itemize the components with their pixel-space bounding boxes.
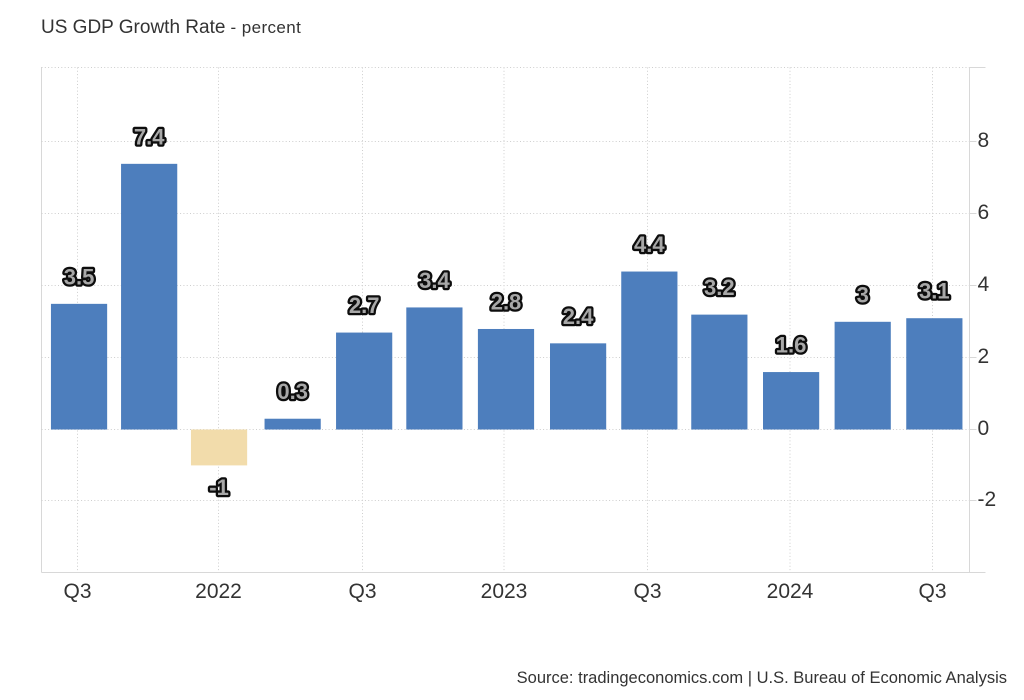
svg-text:2.4: 2.4 xyxy=(563,304,594,329)
svg-text:8: 8 xyxy=(978,129,990,152)
svg-text:2.8: 2.8 xyxy=(491,289,522,314)
svg-text:-2: -2 xyxy=(978,488,997,511)
svg-text:3.4: 3.4 xyxy=(419,268,450,293)
svg-text:4.4: 4.4 xyxy=(634,232,665,257)
svg-text:US GDP Growth Rate - percent: US GDP Growth Rate - percent xyxy=(41,17,301,38)
svg-text:2.7: 2.7 xyxy=(349,293,380,318)
svg-text:2022: 2022 xyxy=(195,580,242,603)
svg-text:3: 3 xyxy=(857,282,869,307)
svg-text:Q3: Q3 xyxy=(918,580,946,603)
svg-text:Source: tradingeconomics.com |: Source: tradingeconomics.com | U.S. Bure… xyxy=(517,669,1007,687)
svg-text:Q3: Q3 xyxy=(633,580,661,603)
svg-text:3.2: 3.2 xyxy=(704,275,735,300)
svg-text:7.4: 7.4 xyxy=(134,124,165,149)
svg-text:Q3: Q3 xyxy=(63,580,91,603)
svg-text:Q3: Q3 xyxy=(348,580,376,603)
svg-text:0: 0 xyxy=(978,417,990,440)
svg-text:4: 4 xyxy=(978,273,990,296)
svg-text:6: 6 xyxy=(978,201,990,224)
svg-text:3.5: 3.5 xyxy=(64,264,95,289)
svg-text:2: 2 xyxy=(978,345,990,368)
svg-text:2023: 2023 xyxy=(481,580,528,603)
svg-text:0.3: 0.3 xyxy=(277,379,308,404)
svg-text:2024: 2024 xyxy=(767,580,814,603)
svg-text:3.1: 3.1 xyxy=(919,279,950,304)
svg-text:-1: -1 xyxy=(209,475,229,500)
svg-text:1.6: 1.6 xyxy=(776,333,807,358)
